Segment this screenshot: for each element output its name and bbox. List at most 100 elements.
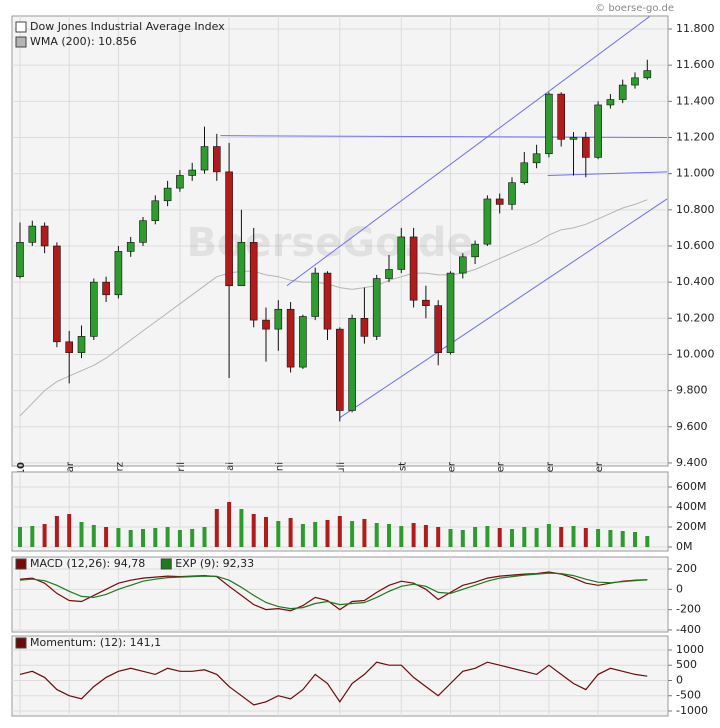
y-tick-label: 500	[676, 658, 697, 671]
y-tick-label: 1000	[676, 643, 704, 656]
logo-watermark: BoerseGo.de	[186, 220, 473, 266]
candle-body	[262, 319, 270, 330]
volume-bar	[399, 526, 404, 547]
candle-body	[422, 299, 430, 306]
trend-line	[547, 171, 667, 176]
volume-bar	[362, 519, 367, 547]
volume-bar	[104, 527, 109, 547]
candle-body	[483, 198, 492, 245]
candle-body	[323, 272, 332, 330]
y-tick-label: -500	[676, 689, 701, 702]
y-tick-label: 0	[676, 582, 683, 595]
y-tick-label: 0	[676, 673, 683, 686]
volume-bar	[54, 516, 59, 547]
volume-bar	[165, 527, 170, 547]
volume-bar	[227, 502, 232, 547]
y-tick-label: 10.200	[676, 311, 715, 324]
legend-swatch	[15, 558, 27, 570]
legend-swatch	[160, 558, 172, 570]
candle-body	[40, 225, 49, 247]
candle-body	[643, 70, 652, 79]
legend-label: MACD (12,26): 94,78	[30, 557, 145, 570]
y-tick-label: 9.800	[676, 384, 708, 397]
y-tick-label: 11.600	[676, 58, 715, 71]
candle-body	[594, 104, 602, 158]
candle-body	[286, 308, 295, 368]
legend-label: Dow Jones Industrial Average Index	[30, 20, 225, 33]
volume-bar	[583, 528, 588, 547]
candle-body	[397, 236, 406, 270]
candle-body	[446, 272, 455, 353]
candle-body	[545, 93, 553, 155]
volume-bar	[239, 509, 244, 547]
legend-label: WMA (200): 10.856	[30, 35, 137, 48]
volume-bar	[460, 530, 465, 547]
y-tick-label: 10.800	[676, 203, 715, 216]
volume-bar	[423, 525, 428, 547]
candle-body	[335, 328, 344, 411]
y-tick-label: -400	[676, 623, 701, 636]
plot-area	[12, 472, 668, 551]
y-tick-label: -200	[676, 603, 701, 616]
volume-bar	[300, 524, 305, 547]
legend-label: EXP (9): 92,33	[175, 557, 254, 570]
y-tick-label: 0M	[676, 540, 693, 553]
volume-bar	[485, 526, 490, 547]
candle-body	[360, 317, 369, 337]
volume-bar	[633, 532, 637, 547]
volume-bar	[116, 528, 121, 547]
candle-body	[16, 242, 24, 278]
volume-bar	[30, 526, 35, 547]
volume-bar	[510, 529, 514, 547]
plot-area	[12, 636, 668, 716]
legend-label: Momentum: (12): 141,1	[30, 636, 161, 649]
candle-body	[77, 336, 86, 353]
candle-body	[299, 316, 307, 368]
y-tick-label: 11.000	[676, 167, 715, 180]
volume-bar	[608, 530, 613, 547]
volume-bar	[473, 527, 478, 547]
candle-body	[372, 278, 381, 337]
plot-area	[12, 557, 668, 632]
volume-bar	[596, 529, 601, 547]
candle-body	[28, 225, 37, 243]
volume-bar	[67, 514, 72, 547]
candle-body	[90, 281, 98, 337]
volume-bar	[436, 527, 441, 547]
volume-bar	[337, 516, 342, 547]
y-tick-label: 9.600	[676, 420, 708, 433]
y-tick-label: 11.800	[676, 22, 715, 35]
volume-bar	[251, 514, 256, 547]
candle-body	[532, 153, 541, 164]
candle-body	[508, 182, 516, 205]
candle-body	[163, 187, 172, 202]
candle-body	[581, 137, 590, 158]
volume-bar	[411, 523, 416, 547]
volume-bar	[288, 518, 293, 547]
candle-body	[102, 281, 110, 296]
volume-bar	[645, 536, 650, 547]
volume-bar	[202, 527, 207, 547]
indicator-line	[19, 661, 648, 706]
y-tick-label: 600M	[676, 480, 707, 493]
volume-bar	[374, 523, 379, 547]
volume-bar	[79, 522, 84, 547]
indicator-line	[19, 572, 648, 610]
volume-bar	[313, 522, 318, 547]
y-tick-label: 10.400	[676, 275, 715, 288]
volume-bar	[387, 524, 391, 547]
legend-swatch	[15, 21, 27, 33]
volume-bar	[264, 517, 268, 547]
candle-body	[114, 251, 123, 296]
candle-body	[139, 220, 147, 243]
candle-body	[176, 175, 184, 189]
y-tick-label: 10.600	[676, 239, 715, 252]
candle-body	[520, 162, 529, 183]
volume-bar	[214, 509, 219, 547]
y-tick-label: 400M	[676, 500, 707, 513]
candle-body	[569, 137, 578, 140]
candle-body	[200, 146, 209, 171]
y-tick-label: 11.200	[676, 130, 715, 143]
candle-body	[225, 171, 233, 287]
